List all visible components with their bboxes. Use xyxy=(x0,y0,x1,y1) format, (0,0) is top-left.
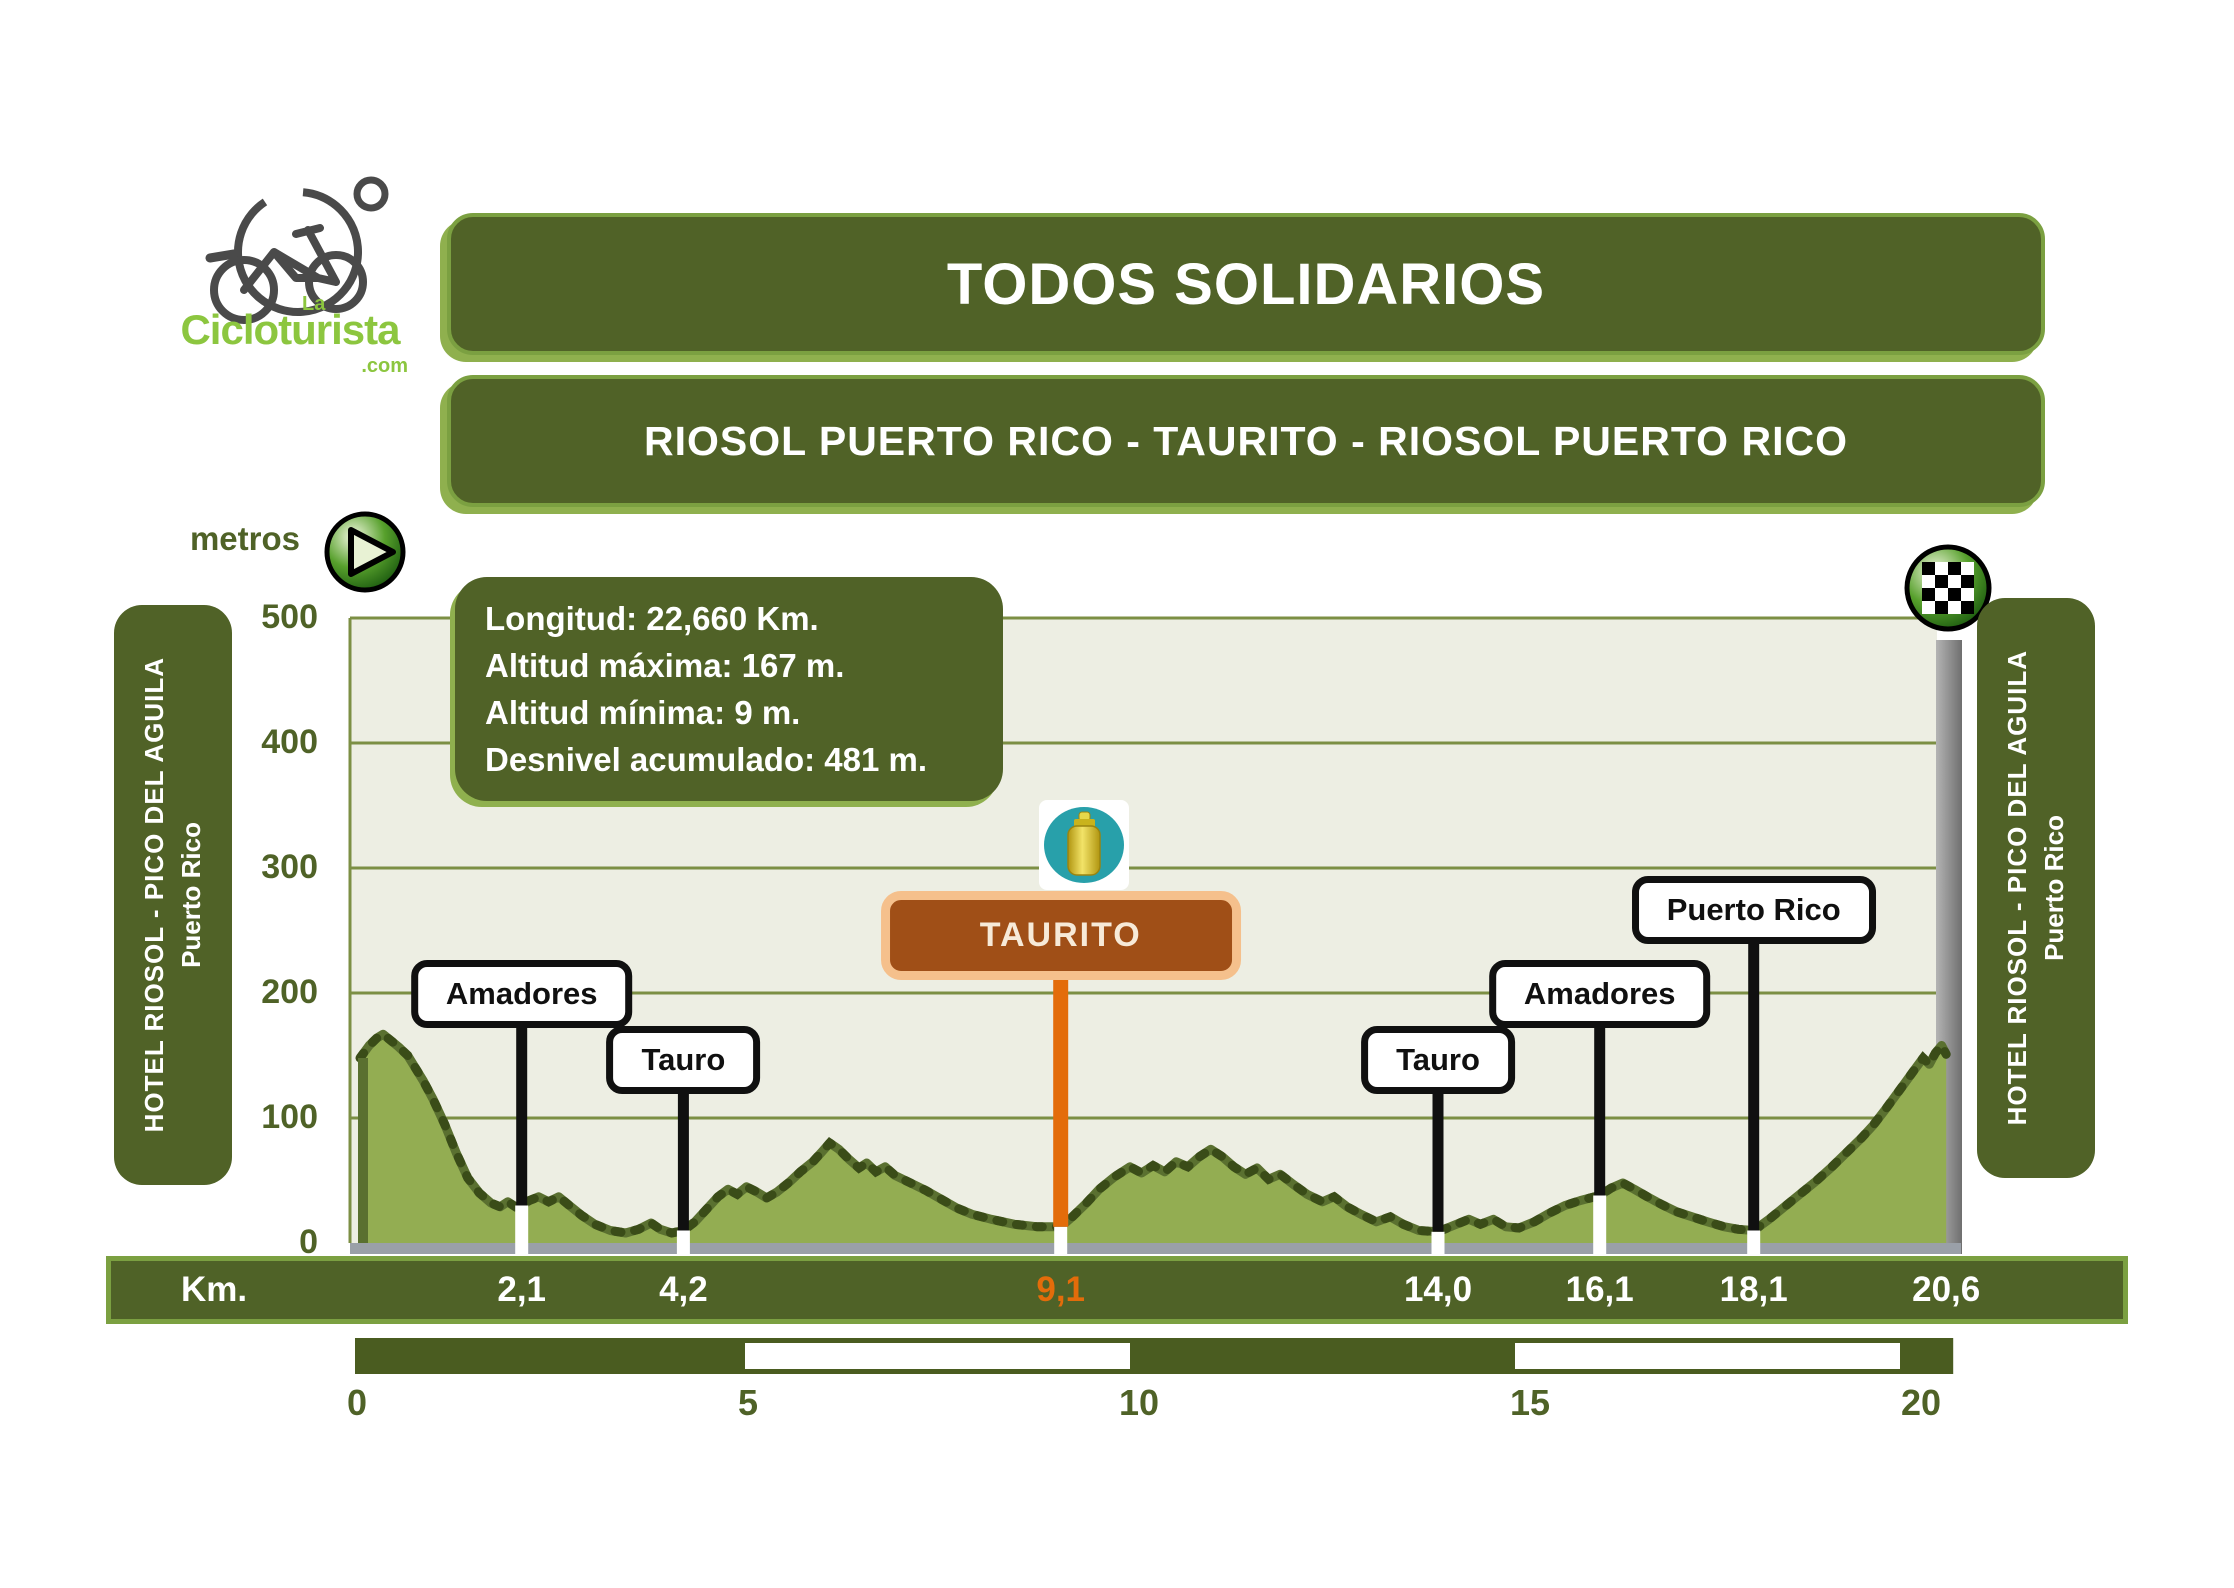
km-value-16,1: 16,1 xyxy=(1565,1270,1634,1309)
elevation-profile-texture xyxy=(355,1028,1951,1238)
waypoint-sign-tauro: Tauro xyxy=(606,1026,761,1094)
stat-longitud: Longitud: 22,660 Km. xyxy=(485,600,819,637)
km-value-14,0: 14,0 xyxy=(1403,1270,1473,1309)
page-title: TODOS SOLIDARIOS xyxy=(946,251,1546,317)
finish-location-banner: HOTEL RIOSOL - PICO DEL AGUILA Puerto Ri… xyxy=(1977,598,2095,1178)
waypoint-sign-tauro: Tauro xyxy=(1361,1026,1515,1094)
subtitle-banner: RIOSOL PUERTO RICO - TAURITO - RIOSOL PU… xyxy=(447,375,2045,507)
logo-text-la: La xyxy=(302,293,326,315)
finish-location-title: HOTEL RIOSOL - PICO DEL AGUILA xyxy=(2002,650,2032,1126)
logo-text-com: .com xyxy=(361,355,408,377)
waypoint-sign-puerto-rico: Puerto Rico xyxy=(1631,876,1876,944)
km-value-18,1: 18,1 xyxy=(1719,1270,1788,1309)
scale-segment-15-20 xyxy=(1515,1343,1900,1369)
flag-cell xyxy=(1948,588,1961,601)
stat-alt-min: Altitud mínima: 9 m. xyxy=(485,694,801,731)
scale-tick-15: 15 xyxy=(1509,1382,1551,1423)
play-triangle xyxy=(348,527,396,577)
flag-cell xyxy=(1961,575,1974,588)
stat-alt-max: Altitud máxima: 167 m. xyxy=(485,647,845,684)
flag-cell xyxy=(1922,562,1935,575)
km-value-9,1: 9,1 xyxy=(1036,1270,1086,1309)
start-location-banner: HOTEL RIOSOL - PICO DEL AGUILA Puerto Ri… xyxy=(114,605,232,1185)
y-tick-500: 500 xyxy=(261,598,318,636)
y-tick-100: 100 xyxy=(261,1098,318,1136)
start-location-title: HOTEL RIOSOL - PICO DEL AGUILA xyxy=(139,657,169,1133)
y-tick-400: 400 xyxy=(261,723,318,761)
route-stats-box: Longitud: 22,660 Km. Altitud máxima: 167… xyxy=(455,577,1003,801)
bottle-body xyxy=(1067,825,1101,876)
bottle-neck xyxy=(1074,819,1095,827)
flag-cell xyxy=(1935,575,1948,588)
start-location-subtitle: Puerto Rico xyxy=(176,822,206,968)
flag-cell xyxy=(1922,588,1935,601)
flag-cell xyxy=(1961,601,1974,614)
bicycle-logo-icon xyxy=(205,176,389,324)
finish-location-subtitle: Puerto Rico xyxy=(2039,815,2069,961)
km-axis-label: Km. xyxy=(181,1270,248,1309)
route-subtitle: RIOSOL PUERTO RICO - TAURITO - RIOSOL PU… xyxy=(644,417,1848,464)
scale-tick-10: 10 xyxy=(1118,1382,1160,1423)
km-axis-bar: Km. 2,1 4,2 9,1 14,0 16,1 18,1 20,6 xyxy=(106,1256,2128,1324)
waypoint-sign-amadores: Amadores xyxy=(410,960,633,1028)
title-banner: TODOS SOLIDARIOS xyxy=(447,213,2045,355)
logo-text-cicloturista: Cicloturista xyxy=(180,306,400,353)
baseline-shadow xyxy=(350,1243,1961,1254)
waypoint-sign-amadores: Amadores xyxy=(1488,960,1711,1028)
scale-tick-20: 20 xyxy=(1900,1382,1942,1423)
y-axis-unit-label: metros xyxy=(189,520,300,557)
km-value-2,1: 2,1 xyxy=(497,1270,547,1309)
scale-tick-0: 0 xyxy=(346,1382,368,1423)
y-tick-200: 200 xyxy=(261,973,318,1011)
scale-segment-5-10 xyxy=(745,1343,1130,1369)
y-tick-0: 0 xyxy=(299,1223,318,1261)
scale-tick-5: 5 xyxy=(737,1382,759,1423)
km-value-20,6: 20,6 xyxy=(1912,1270,1981,1309)
waypoint-sign-taurito: TAURITO xyxy=(880,891,1241,980)
y-tick-300: 300 xyxy=(261,848,318,886)
flag-cell xyxy=(1935,601,1948,614)
logo: La Cicloturista .com xyxy=(150,170,430,390)
flag-cell xyxy=(1948,562,1961,575)
stat-desnivel: Desnivel acumulado: 481 m. xyxy=(485,741,928,778)
km-value-4,2: 4,2 xyxy=(659,1270,708,1309)
